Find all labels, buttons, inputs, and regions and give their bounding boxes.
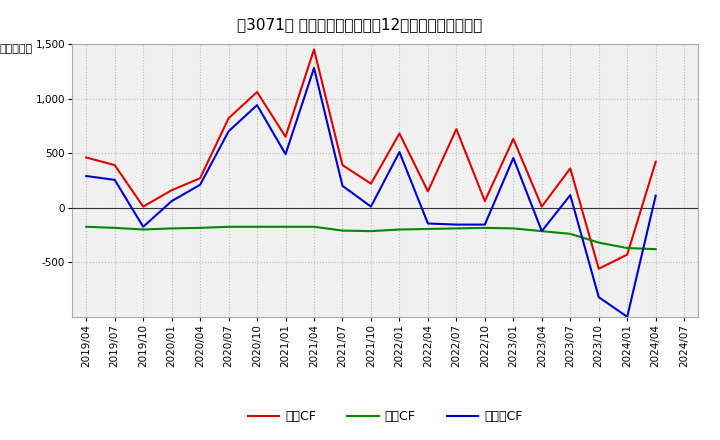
投資CF [167,226,176,231]
投資CF [225,224,233,229]
Line: 投資CF: 投資CF [86,227,656,249]
Line: 営業CF: 営業CF [86,49,656,269]
投資CF [652,246,660,252]
Line: フリーCF: フリーCF [86,68,656,317]
フリーCF [253,103,261,108]
営業CF [566,166,575,171]
フリーCF [452,222,461,227]
投資CF [282,224,290,229]
フリーCF [595,294,603,300]
投資CF [480,225,489,231]
フリーCF [537,228,546,234]
営業CF [537,204,546,209]
フリーCF [282,151,290,157]
フリーCF [110,177,119,183]
フリーCF [196,182,204,187]
投資CF [196,225,204,231]
投資CF [595,240,603,245]
フリーCF [139,224,148,229]
投資CF [338,228,347,233]
営業CF [595,266,603,271]
営業CF [452,126,461,132]
投資CF [82,224,91,229]
投資CF [509,226,518,231]
営業CF [282,134,290,139]
投資CF [139,227,148,232]
フリーCF [225,128,233,134]
投資CF [566,231,575,237]
営業CF [480,198,489,204]
フリーCF [167,198,176,204]
Text: ［3071］ キャッシュフローの12か月移動合計の推移: ［3071］ キャッシュフローの12か月移動合計の推移 [238,18,482,33]
営業CF [366,181,375,186]
投資CF [623,246,631,251]
投資CF [366,228,375,234]
投資CF [395,227,404,232]
Y-axis label: （百万円）: （百万円） [0,44,32,54]
フリーCF [82,173,91,179]
フリーCF [509,155,518,161]
営業CF [110,162,119,168]
営業CF [338,162,347,168]
フリーCF [566,192,575,198]
フリーCF [338,183,347,188]
営業CF [196,176,204,181]
営業CF [225,116,233,121]
投資CF [253,224,261,229]
営業CF [623,252,631,257]
営業CF [509,136,518,142]
フリーCF [480,222,489,227]
投資CF [310,224,318,229]
営業CF [139,204,148,209]
フリーCF [310,66,318,71]
Legend: 営業CF, 投資CF, フリーCF: 営業CF, 投資CF, フリーCF [243,405,528,428]
営業CF [82,155,91,160]
投資CF [423,226,432,231]
投資CF [537,228,546,234]
フリーCF [652,193,660,198]
営業CF [395,131,404,136]
営業CF [310,47,318,52]
フリーCF [366,204,375,209]
フリーCF [395,150,404,155]
フリーCF [623,314,631,319]
営業CF [167,187,176,193]
営業CF [253,89,261,95]
営業CF [423,189,432,194]
投資CF [110,225,119,231]
投資CF [452,226,461,231]
フリーCF [423,221,432,226]
営業CF [652,159,660,165]
